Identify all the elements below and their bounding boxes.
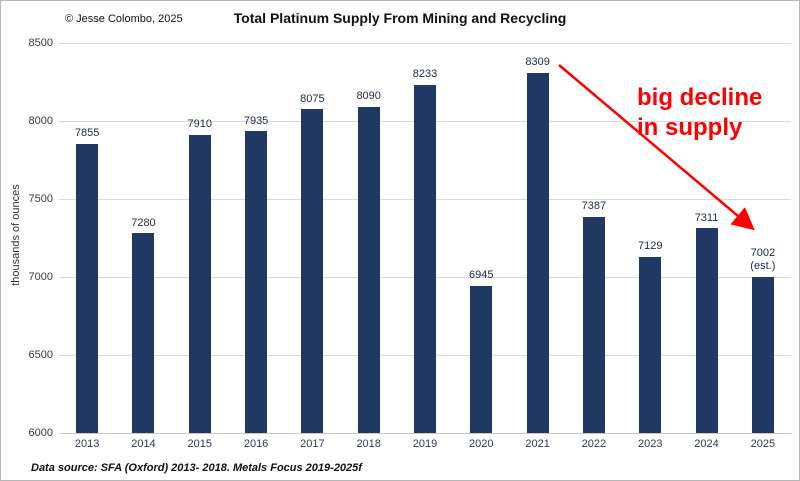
bar (526, 72, 549, 433)
chart-title: Total Platinum Supply From Mining and Re… (233, 10, 567, 26)
y-axis-tick-label: 6500 (28, 349, 53, 361)
bar-value-label: 7910 (187, 118, 212, 131)
bar-value-label: 7935 (243, 114, 269, 127)
bar (188, 135, 211, 433)
bar-value-label: 8075 (300, 92, 325, 105)
x-axis-tick-label: 2025 (750, 438, 776, 450)
bar-slot: 8075 2017 (284, 43, 340, 450)
x-axis-tick-label: 2015 (187, 438, 212, 450)
y-axis-tick-label: 8500 (28, 37, 53, 49)
y-axis-tick-label: 6000 (28, 427, 53, 439)
bar (245, 131, 268, 433)
bar-value-label: 8090 (356, 90, 381, 103)
x-axis-tick-label: 2024 (694, 438, 719, 450)
bar (470, 285, 493, 433)
gridline (59, 43, 791, 44)
annotation-big-decline: big decline in supply (637, 83, 797, 143)
bar (301, 109, 324, 433)
plot-area: 6000 6500 7000 7500 8000 8500 7855 2013 7280 2014… (29, 37, 791, 451)
bar-slot: 7935 2016 (228, 43, 284, 451)
annotation-line-1: big decline (637, 84, 763, 111)
bar (582, 216, 605, 433)
bar (639, 256, 662, 433)
x-axis-tick-label: 2014 (131, 438, 156, 450)
x-axis-tick-label: 2020 (469, 438, 494, 450)
bar-slot: 7002 (est.) 2025 (735, 43, 791, 450)
bar-slot: 7387 2022 (566, 43, 622, 450)
bar (357, 106, 380, 433)
bar-slot: 6945 2020 (453, 43, 509, 450)
bar-value-label: 7002 (est.) (750, 247, 776, 273)
bar-value-label: 7280 (131, 216, 156, 229)
bar-slot: 7855 2013 (59, 43, 115, 450)
bar-value-label: 8309 (525, 56, 550, 69)
bar (751, 276, 774, 433)
x-axis-tick-label: 2017 (300, 438, 325, 450)
y-axis-tick-label: 8000 (28, 115, 53, 127)
data-source-note: Data source: SFA (Oxford) 2013- 2018. Me… (31, 462, 362, 474)
bar-value-label: 6945 (469, 268, 494, 281)
x-axis-tick-label: 2021 (525, 438, 550, 450)
bar-slot: 8233 2019 (397, 43, 453, 450)
bar (695, 228, 718, 433)
bar-value-label: 7387 (581, 200, 607, 212)
bar (76, 143, 99, 433)
x-axis-tick-label: 2022 (581, 438, 607, 450)
copyright-text: © Jesse Colombo, 2025 (65, 13, 183, 25)
bar-slot: 7910 2015 (172, 43, 228, 450)
bar-slot: 7280 2014 (115, 43, 171, 450)
x-axis-tick-label: 2023 (637, 438, 663, 450)
bar (413, 84, 436, 433)
x-axis-tick-label: 2016 (243, 438, 269, 450)
bar-slot: 7129 2023 (622, 43, 678, 450)
bar-value-label: 7311 (694, 211, 719, 224)
annotation-line-2: in supply (637, 114, 743, 141)
y-axis-tick-label: 7000 (28, 271, 53, 283)
bar-value-label: 7129 (637, 240, 663, 253)
bar-slot: 8090 2018 (341, 43, 397, 450)
y-axis-title: thousands of ounces (10, 184, 22, 286)
bar (132, 233, 155, 433)
x-axis-tick-label: 2019 (412, 438, 438, 450)
bar-value-label: 7855 (74, 126, 100, 139)
gridline (59, 433, 791, 434)
y-axis-tick-label: 7500 (28, 193, 53, 205)
x-axis-tick-label: 2013 (74, 438, 100, 450)
x-axis-tick-label: 2018 (356, 438, 381, 450)
bar-slot: 8309 2021 (509, 43, 565, 450)
bar-value-label: 8233 (412, 68, 438, 81)
